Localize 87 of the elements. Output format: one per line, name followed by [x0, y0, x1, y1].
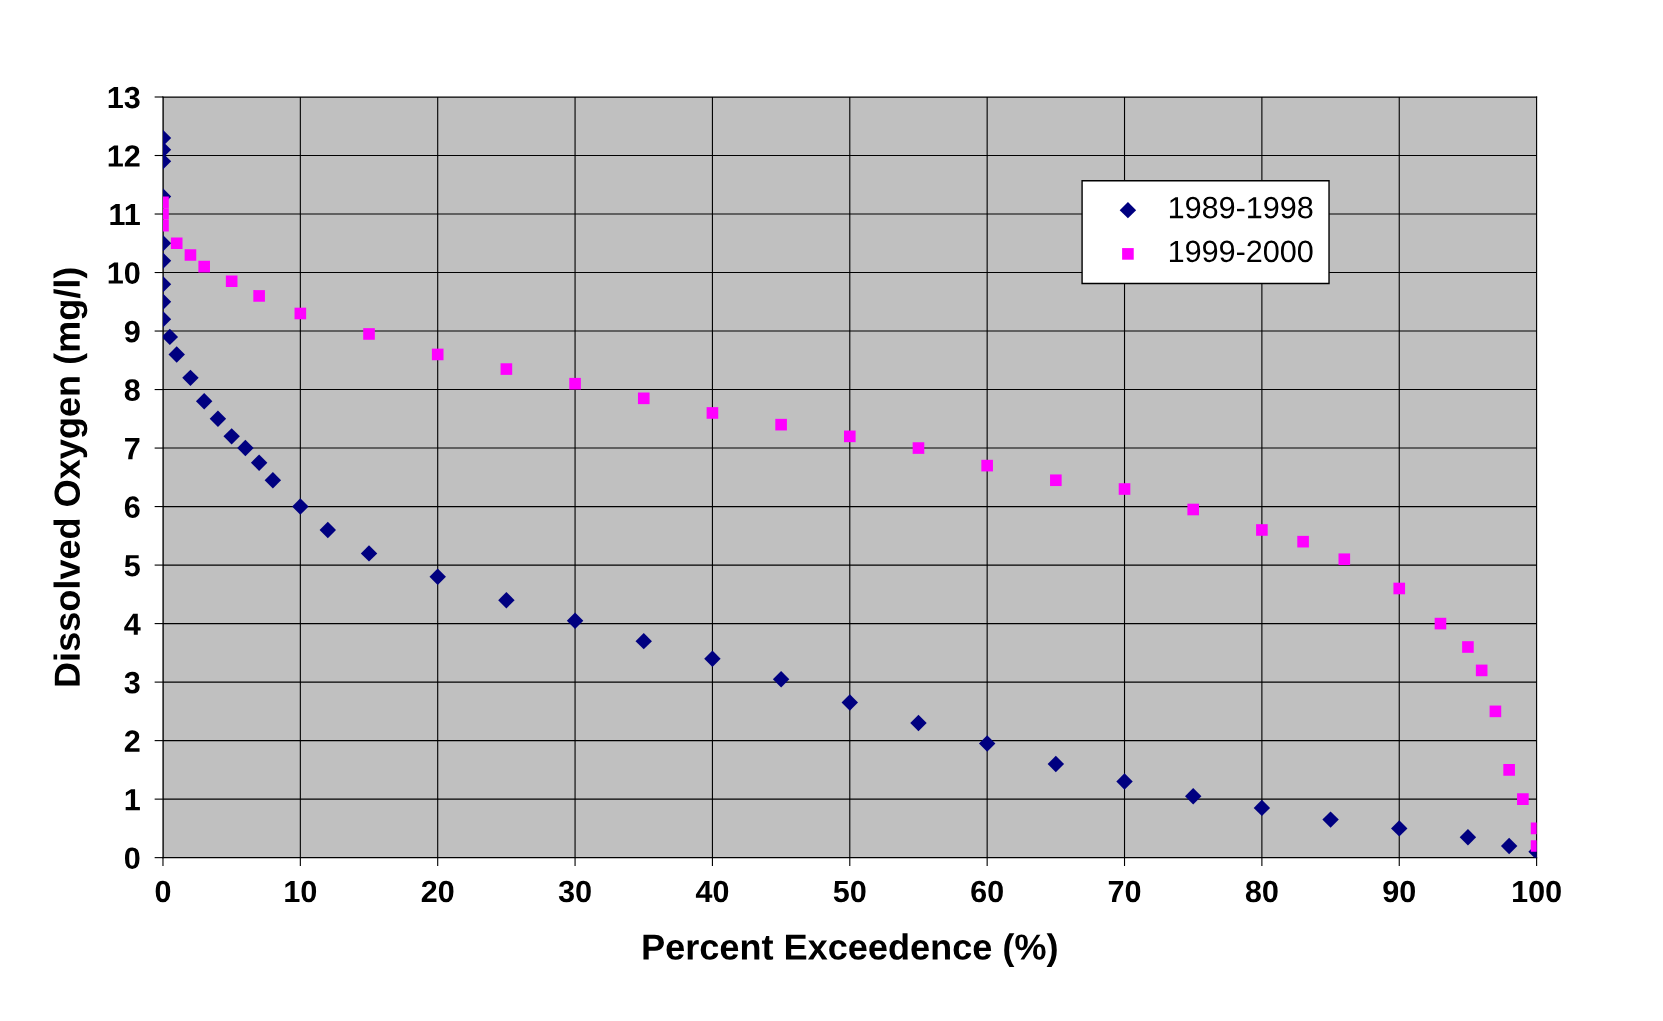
y-tick-label: 1 [125, 789, 140, 811]
x-tick-label: 0 [155, 880, 171, 903]
point [1116, 773, 1133, 790]
point [566, 612, 584, 629]
point [1393, 582, 1406, 595]
legend-label: 1999-2000 [1169, 240, 1313, 263]
y-tick-label: 10 [108, 262, 140, 284]
point [569, 377, 581, 390]
point [250, 454, 268, 471]
point [363, 328, 375, 340]
y-tick-label: 0 [124, 847, 140, 870]
point [253, 290, 265, 302]
point [498, 591, 515, 609]
point [981, 459, 993, 472]
point [1503, 764, 1515, 776]
point [184, 249, 197, 261]
point [637, 392, 650, 405]
x-tick-label: 70 [1108, 880, 1141, 903]
point [910, 714, 927, 732]
point [225, 275, 238, 288]
x-tick-label: 30 [558, 880, 591, 903]
point [775, 418, 787, 431]
point [1434, 617, 1447, 630]
point [635, 632, 652, 650]
x-tick-label: 100 [1513, 880, 1561, 903]
point [1187, 503, 1200, 516]
point [1459, 828, 1477, 846]
point [292, 498, 309, 515]
point [237, 439, 254, 457]
point [1184, 787, 1202, 805]
point [704, 650, 721, 667]
y-tick-label: 4 [124, 613, 141, 635]
point [170, 237, 183, 250]
point [1489, 705, 1502, 718]
point [978, 735, 996, 752]
point [264, 472, 282, 489]
point [223, 428, 240, 445]
x-tick-label: 40 [695, 880, 729, 903]
point [1297, 535, 1309, 548]
point [1500, 837, 1518, 855]
point [1253, 799, 1271, 817]
point [431, 348, 444, 361]
y-tick-label: 7 [125, 438, 140, 460]
y-tick-label: 2 [124, 730, 140, 752]
point [1047, 755, 1065, 773]
point [1322, 811, 1339, 828]
x-tick-label: 80 [1245, 880, 1278, 903]
point [1050, 474, 1062, 487]
y-tick-label: 6 [124, 496, 140, 518]
y-tick-label: 11 [110, 204, 140, 226]
x-tick-label: 90 [1383, 880, 1415, 903]
point [319, 521, 337, 539]
point [162, 328, 179, 346]
y-tick-label: 9 [124, 320, 140, 343]
y-tick-label: 12 [108, 145, 140, 167]
point [1391, 820, 1408, 837]
point [1475, 664, 1488, 677]
x-axis-title: Percent Exceedence (%) [643, 933, 1057, 968]
y-tick-label: 5 [124, 555, 140, 577]
x-tick-label: 60 [971, 880, 1003, 903]
point [294, 307, 307, 320]
point [843, 430, 856, 443]
point [772, 670, 790, 688]
point [1118, 483, 1131, 495]
y-tick-label: 3 [124, 671, 140, 694]
x-tick-label: 20 [421, 880, 454, 903]
point [706, 407, 719, 419]
point [841, 694, 859, 711]
point [360, 545, 378, 562]
y-tick-label: 13 [108, 86, 140, 109]
legend-label: 1989-1998 [1169, 196, 1313, 219]
point [209, 410, 227, 428]
point [912, 442, 925, 454]
point [429, 568, 446, 585]
point [195, 393, 213, 410]
point [1256, 524, 1268, 536]
y-tick-label: 8 [124, 379, 140, 401]
point [198, 260, 210, 273]
point [500, 363, 513, 375]
point [182, 369, 199, 387]
point [168, 346, 185, 363]
point [1462, 641, 1474, 653]
x-tick-label: 50 [833, 880, 866, 903]
x-tick-label: 10 [285, 880, 317, 903]
y-axis-title: Dissolved Oxygen (mg/l) [53, 268, 88, 686]
point [1517, 793, 1529, 805]
point [1338, 553, 1351, 566]
